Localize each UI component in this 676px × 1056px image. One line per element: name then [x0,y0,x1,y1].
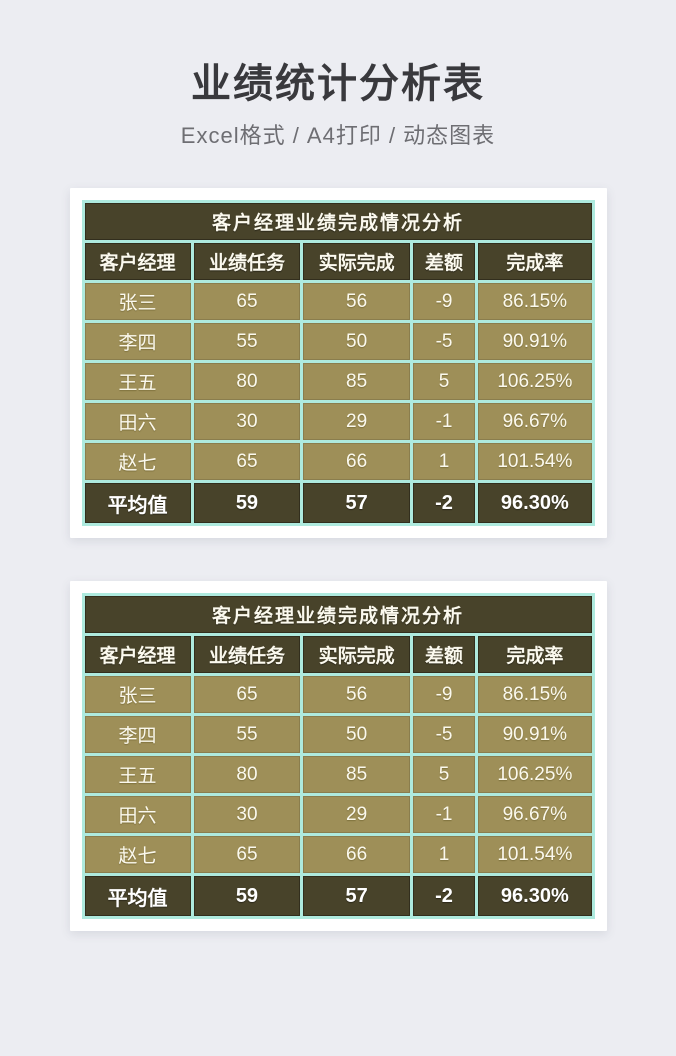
table-row: 赵七 65 66 1 101.54% [81,833,595,876]
column-header-diff: 差额 [409,240,479,283]
cell-diff: -9 [409,673,479,716]
table-title-row: 客户经理业绩完成情况分析 [81,200,595,243]
summary-task: 59 [190,873,304,919]
cell-task: 80 [190,360,304,403]
cell-rate: 90.91% [475,713,595,756]
cell-actual: 56 [300,280,413,323]
cell-rate: 106.25% [475,360,595,403]
cell-actual: 29 [300,400,413,443]
summary-diff: -2 [409,480,479,526]
cell-diff: -1 [409,793,479,836]
summary-manager: 平均值 [81,480,194,526]
summary-diff: -2 [409,873,479,919]
cell-rate: 101.54% [475,440,595,483]
cell-manager: 李四 [81,320,194,363]
cell-diff: 1 [409,440,479,483]
cell-manager: 李四 [81,713,194,756]
cell-diff: 5 [409,753,479,796]
column-header-task: 业绩任务 [190,240,304,283]
table-summary-row: 平均值 59 57 -2 96.30% [81,873,595,919]
table-row: 李四 55 50 -5 90.91% [81,320,595,363]
column-header-diff: 差额 [409,633,479,676]
cell-actual: 50 [300,320,413,363]
cell-manager: 王五 [81,753,194,796]
cell-diff: -1 [409,400,479,443]
cell-task: 55 [190,713,304,756]
table-title-row: 客户经理业绩完成情况分析 [81,593,595,636]
column-header-rate: 完成率 [475,240,595,283]
summary-actual: 57 [300,480,413,526]
cell-manager: 田六 [81,400,194,443]
table-row: 李四 55 50 -5 90.91% [81,713,595,756]
performance-table-1: 客户经理业绩完成情况分析 客户经理 业绩任务 实际完成 差额 完成率 张三 65 56 -9 86.… [81,200,595,526]
cell-task: 55 [190,320,304,363]
summary-task: 59 [190,480,304,526]
cell-rate: 106.25% [475,753,595,796]
cell-actual: 50 [300,713,413,756]
cell-diff: -5 [409,713,479,756]
cell-diff: 1 [409,833,479,876]
table-row: 田六 30 29 -1 96.67% [81,400,595,443]
cell-actual: 56 [300,673,413,716]
cell-task: 65 [190,673,304,716]
column-header-task: 业绩任务 [190,633,304,676]
cell-actual: 85 [300,360,413,403]
cell-task: 30 [190,793,304,836]
table-row: 田六 30 29 -1 96.67% [81,793,595,836]
table-row: 王五 80 85 5 106.25% [81,753,595,796]
table-row: 张三 65 56 -9 86.15% [81,673,595,716]
cell-task: 65 [190,440,304,483]
table-row: 赵七 65 66 1 101.54% [81,440,595,483]
table-card-1: 客户经理业绩完成情况分析 客户经理 业绩任务 实际完成 差额 完成率 张三 65 56 -9 86.… [69,188,607,538]
cell-rate: 101.54% [475,833,595,876]
page-subtitle: Excel格式 / A4打印 / 动态图表 [180,123,496,148]
table-title: 客户经理业绩完成情况分析 [81,200,595,243]
cell-manager: 王五 [81,360,194,403]
column-header-actual: 实际完成 [300,633,413,676]
cell-diff: -5 [409,320,479,363]
table-row: 王五 80 85 5 106.25% [81,360,595,403]
cell-manager: 张三 [81,280,194,323]
summary-rate: 96.30% [475,873,595,919]
cell-manager: 赵七 [81,833,194,876]
cell-task: 30 [190,400,304,443]
summary-rate: 96.30% [475,480,595,526]
cell-manager: 赵七 [81,440,194,483]
summary-manager: 平均值 [81,873,194,919]
page-title: 业绩统计分析表 [191,62,485,106]
table-card-2: 客户经理业绩完成情况分析 客户经理 业绩任务 实际完成 差额 完成率 张三 65 56 -9 86.… [69,581,607,931]
cell-rate: 96.67% [475,400,595,443]
table-title: 客户经理业绩完成情况分析 [81,593,595,636]
column-header-name: 客户经理 [81,633,194,676]
cell-diff: 5 [409,360,479,403]
cell-manager: 田六 [81,793,194,836]
cell-actual: 66 [300,833,413,876]
performance-table-2: 客户经理业绩完成情况分析 客户经理 业绩任务 实际完成 差额 完成率 张三 65 56 -9 86.… [81,593,595,919]
cell-manager: 张三 [81,673,194,716]
table-header-row: 客户经理 业绩任务 实际完成 差额 完成率 [81,240,595,283]
table-summary-row: 平均值 59 57 -2 96.30% [81,480,595,526]
column-header-name: 客户经理 [81,240,194,283]
cell-rate: 86.15% [475,673,595,716]
column-header-actual: 实际完成 [300,240,413,283]
summary-actual: 57 [300,873,413,919]
table-header-row: 客户经理 业绩任务 实际完成 差额 完成率 [81,633,595,676]
cell-actual: 66 [300,440,413,483]
column-header-rate: 完成率 [475,633,595,676]
table-row: 张三 65 56 -9 86.15% [81,280,595,323]
cell-actual: 29 [300,793,413,836]
cell-rate: 86.15% [475,280,595,323]
cell-rate: 90.91% [475,320,595,363]
cell-rate: 96.67% [475,793,595,836]
cell-task: 80 [190,753,304,796]
cell-task: 65 [190,280,304,323]
cell-diff: -9 [409,280,479,323]
cell-actual: 85 [300,753,413,796]
cell-task: 65 [190,833,304,876]
